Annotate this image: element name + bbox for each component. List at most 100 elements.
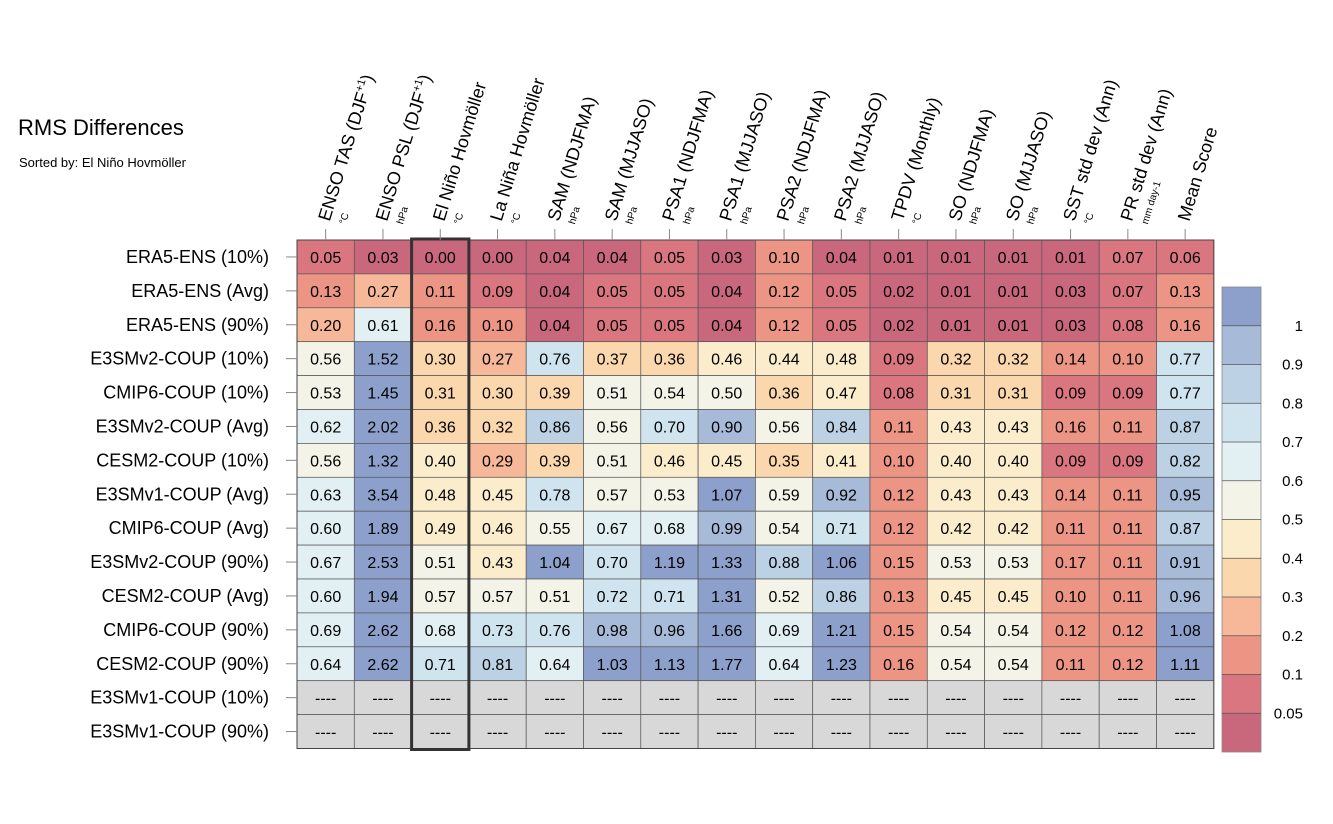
cell-value: 0.04 [597,250,628,267]
heatmap-cell [1156,612,1215,648]
heatmap-cell [926,578,985,614]
cell-value: 0.59 [768,487,799,504]
row-label: ERA5-ENS (90%) [126,315,269,335]
heatmap-cell [812,578,871,614]
colorbar-label: 0.4 [1282,550,1303,567]
cell-value: ---- [945,725,966,742]
heatmap-cell [812,375,871,410]
cell-value: 0.01 [883,250,914,267]
cell-value: 0.06 [1170,250,1201,267]
heatmap-cell [296,544,355,580]
heatmap-cell [583,578,642,614]
heatmap-cell [411,273,470,309]
cell-value: 0.08 [883,386,914,403]
cell-value: 0.00 [425,250,456,267]
cell-value: 0.15 [883,623,914,640]
cell-value: 0.43 [998,419,1029,436]
row-label: ERA5-ENS (Avg) [131,281,269,301]
colorbar-label: 0.05 [1274,705,1303,722]
cell-value: ---- [487,691,508,708]
cell-value: 0.77 [1170,386,1201,403]
cell-value: 1.11 [1170,657,1200,674]
heatmap-cell [812,443,871,478]
cell-value: 0.17 [1055,555,1086,572]
colorbar-label: 0.3 [1282,589,1303,606]
cell-value: 0.45 [711,453,742,470]
column-unit: °C [510,212,524,226]
cell-value: 0.56 [597,419,628,436]
cell-value: 0.54 [768,521,799,538]
cell-value: ---- [487,725,508,742]
column-unit: hPa [968,205,984,226]
cell-value: 0.43 [940,419,971,436]
heatmap-cell [697,273,756,309]
heatmap-cell [640,714,699,749]
column-label-main: SAM (NDJFMA) [544,94,601,223]
cell-value: 0.03 [1055,284,1086,301]
heatmap-cell [1156,714,1215,749]
cell-value: 0.88 [768,555,799,572]
cell-value: ---- [773,725,794,742]
row-label: CESM2-COUP (10%) [96,450,269,470]
cell-value: 0.87 [1170,521,1201,538]
cell-value: 0.02 [883,318,914,335]
cell-value: ---- [430,691,451,708]
cell-value: 0.63 [310,487,341,504]
column-label-text: SAM (MJJASO) [601,96,657,223]
cell-value: 0.82 [1170,453,1201,470]
cell-value: 0.95 [1170,487,1201,504]
cell-value: 0.01 [940,250,971,267]
cell-value: 0.69 [768,623,799,640]
cell-value: 0.01 [940,318,971,335]
heatmap-cell [640,239,699,275]
heatmap-cell [411,443,470,478]
heatmap-cell [812,273,871,309]
cell-value: 0.72 [597,589,628,606]
heatmap-cell [697,510,756,546]
heatmap-cell [583,510,642,546]
cell-value: 0.08 [1112,318,1143,335]
column-label-text: El Niño Hovmöller [429,80,490,224]
cell-value: ---- [773,691,794,708]
heatmap-cell [583,443,642,478]
cell-value: 1.52 [367,352,398,369]
heatmap-cell [1041,443,1100,478]
cell-value: 0.09 [883,352,914,369]
heatmap-cell [1041,409,1100,444]
cell-value: 0.48 [425,487,456,504]
cell-value: 0.54 [940,623,971,640]
cell-value: 0.45 [998,589,1029,606]
heatmap-cell [583,375,642,410]
colorbar-label: 0.7 [1282,434,1303,451]
cell-value: 0.11 [1056,521,1086,538]
cell-value: 0.60 [310,589,341,606]
heatmap-cell [1098,375,1157,410]
heatmap-cell [984,714,1043,749]
cell-value: 0.09 [1055,386,1086,403]
cell-value: ---- [372,691,393,708]
cell-value: 0.10 [883,453,914,470]
heatmap-cell [697,341,756,376]
heatmap-cell [411,307,470,343]
row-label: CMIP6-COUP (90%) [103,620,269,640]
heatmap-cell [468,341,527,376]
cell-value: 0.64 [310,657,341,674]
heatmap-cell [1156,544,1215,580]
heatmap-cell [640,578,699,614]
column-label-main: SO (MJJASO) [1002,108,1054,223]
heatmap-cell [1041,714,1100,749]
heatmap-cell [296,578,355,614]
cell-value: ---- [601,725,622,742]
heatmap-cell [869,680,928,715]
heatmap-cell [755,239,814,275]
heatmap-cell [1098,476,1157,512]
cell-value: ---- [430,725,451,742]
cell-value: 0.05 [654,284,685,301]
cell-value: 0.14 [1055,487,1086,504]
colorbar-segment [1222,519,1261,559]
heatmap-cell [812,612,871,648]
cell-value: 0.47 [826,386,857,403]
heatmap-cell [1156,375,1215,410]
cell-value: 2.02 [367,419,398,436]
heatmap-cell [525,307,584,343]
